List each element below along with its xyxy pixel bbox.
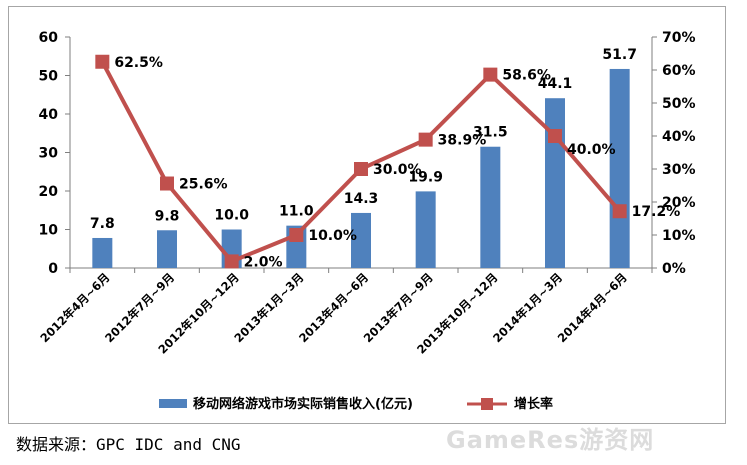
bar [351,212,371,268]
y-right-tick-label: 60% [662,63,696,79]
growth-rate-marker [418,132,433,147]
y-right-tick-label: 50% [662,96,696,112]
bar [92,237,113,268]
bar [415,191,436,268]
line-data-label: 30.0% [373,162,422,178]
bar-data-label: 44.1 [538,76,573,92]
legend-label-line: 增长率 [514,396,553,412]
bar-data-label: 31.5 [473,125,508,141]
legend-swatch-bars [159,399,187,408]
line-data-label: 17.2% [632,204,681,220]
y-left-tick-label: 40 [39,107,59,123]
y-left-tick-label: 10 [39,223,59,239]
y-right-tick-label: 70% [662,30,696,46]
y-right-tick-label: 40% [662,129,696,145]
x-tick-label: 2012年7月~9月 [102,270,177,345]
y-left-tick-label: 50 [39,69,59,85]
growth-rate-marker [224,254,239,269]
bar-data-label: 14.3 [344,191,379,207]
legend-swatch-marker [481,398,493,410]
y-right-tick-label: 0% [662,261,686,277]
line-data-label: 25.6% [179,177,228,193]
y-left-tick-label: 30 [39,146,59,162]
bar-data-label: 19.9 [408,169,443,185]
growth-rate-marker [160,176,174,191]
bar [157,230,177,268]
x-tick-label: 2012年4月~6月 [37,270,112,345]
growth-rate-marker [483,67,498,82]
x-tick-label: 2013年7月~9月 [361,270,436,345]
y-left-tick-label: 0 [48,261,58,277]
growth-rate-marker [354,162,368,176]
bar-data-label: 7.8 [90,216,115,232]
growth-rate-marker [95,54,110,69]
line-data-label: 58.6% [502,68,551,84]
bar [609,68,630,268]
y-left-tick-label: 20 [39,184,59,200]
y-left-tick-label: 60 [39,30,59,46]
bar [480,146,501,268]
y-right-tick-label: 20% [662,195,696,211]
bar-data-label: 51.7 [602,47,637,63]
line-data-label: 40.0% [567,142,616,158]
x-tick-label: 2013年4月~6月 [296,270,371,345]
growth-rate-marker [612,204,627,219]
bar-data-label: 11.0 [279,204,314,220]
growth-rate-marker [289,228,304,242]
x-tick-label: 2013年1月~3月 [231,270,306,345]
y-right-tick-label: 10% [662,228,696,244]
x-tick-label: 2014年4月~6月 [555,270,630,345]
growth-rate-marker [548,129,562,143]
source-note: 数据来源：GPC IDC and CNG [16,435,241,454]
line-data-label: 62.5% [114,55,163,71]
line-data-label: 10.0% [308,228,357,244]
line-data-label: 2.0% [244,254,283,270]
bar-data-label: 9.8 [155,208,180,224]
x-tick-label: 2014年1月~3月 [490,270,565,345]
legend-label-bars: 移动网络游戏市场实际销售收入(亿元) [193,396,413,412]
line-data-label: 38.9% [438,133,487,149]
watermark: GameRes游资网 [446,426,655,454]
y-right-tick-label: 30% [662,162,696,178]
bar-data-label: 10.0 [214,208,249,224]
bar [545,98,565,268]
